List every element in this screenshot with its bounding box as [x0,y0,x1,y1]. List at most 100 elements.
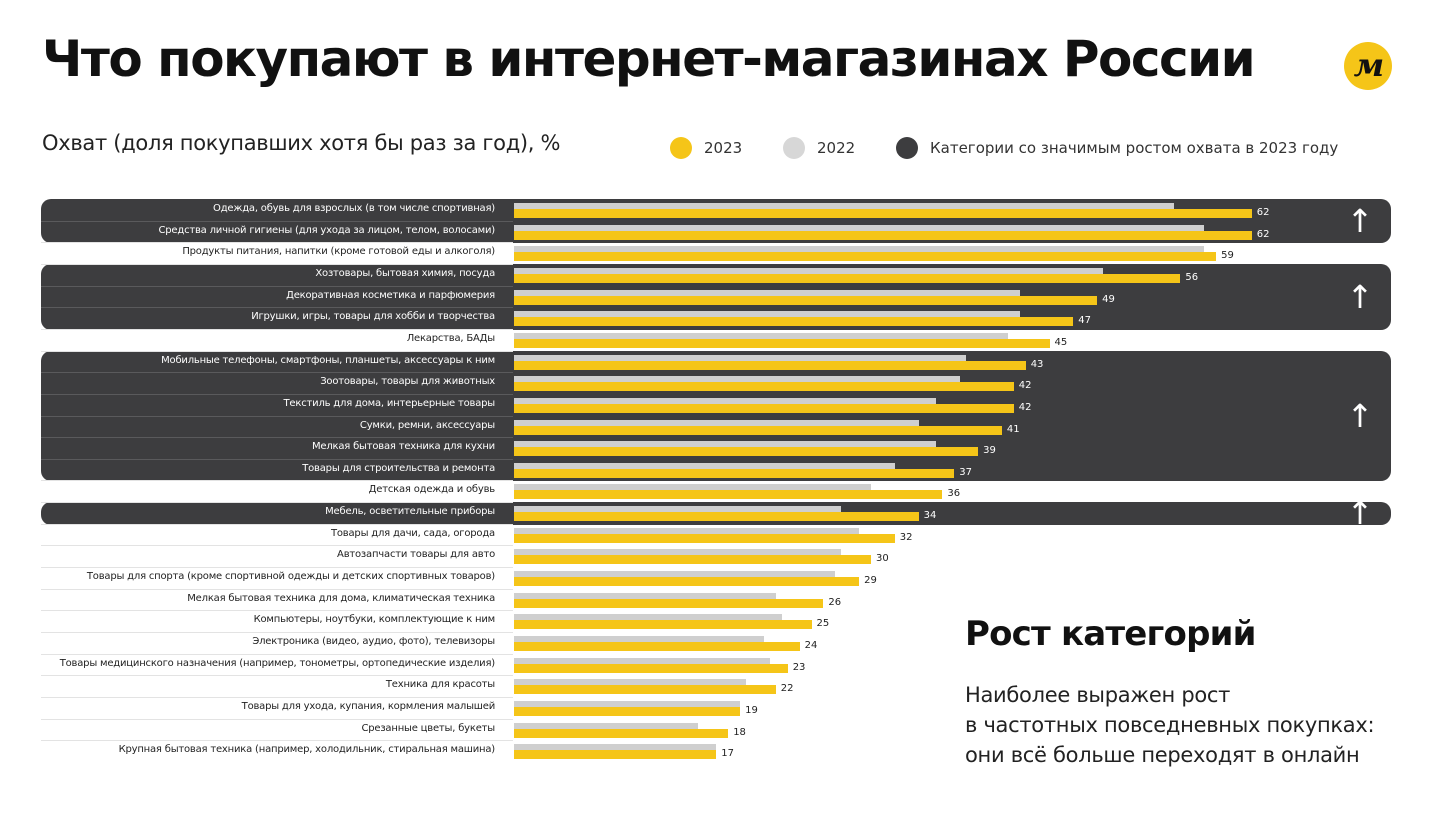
bar-2022 [514,289,1020,299]
bar-2023 [514,447,979,457]
bar-2022 [514,441,937,451]
bar-2022 [514,224,1205,234]
value-label: 32 [899,531,913,543]
bar-2023 [514,403,1014,413]
bar-2022 [514,376,961,386]
bar-2022 [514,527,860,537]
bar-2023 [514,577,860,587]
category-label: Продукты питания, напитки (кроме готовой… [182,246,495,258]
bar-2023 [514,273,1181,283]
value-label: 43 [1030,358,1044,370]
bar-2022 [514,267,1104,277]
bar-2023 [514,663,788,673]
row-divider [41,502,513,504]
value-label: 47 [1078,315,1092,327]
growth-text: Наиболее выражен рост в частотных повсед… [965,680,1435,770]
category-label: Текстиль для дома, интерьерные товары [283,397,496,409]
bar-2022 [514,592,776,602]
bar-2022 [514,203,1175,212]
bar-2023 [514,533,895,543]
category-label: Одежда, обувь для взрослых (в том числе … [213,203,495,214]
bar-2023 [514,468,955,478]
growth-text-line: они всё больше переходят в онлайн [965,743,1360,767]
row-divider [41,393,513,395]
row-divider [41,718,513,720]
bar-2022 [514,744,717,754]
arrow-up-icon: ↑ [1346,397,1374,435]
bar-2022 [514,397,937,407]
row-divider [41,632,513,633]
row-divider [41,610,513,612]
category-label: Хозтовары, бытовая химия, посуда [315,267,495,279]
bar-2022 [514,614,782,624]
bar-2022 [514,332,1008,342]
row-divider [41,242,513,244]
category-label: Игрушки, игры, товары для хобби и творче… [251,311,495,323]
category-label: Лекарства, БАДы [406,332,496,344]
bar-2022 [514,636,764,645]
category-label: Электроника (видео, аудио, фото), телеви… [252,636,495,647]
arrow-up-icon: ↑ [1346,494,1374,533]
value-label: 41 [1006,423,1020,435]
bar-2023 [514,620,812,630]
category-label: Техника для красоты [385,679,495,691]
category-label: Компьютеры, ноутбуки, комплектующие к ни… [253,614,496,626]
value-label: 37 [959,466,973,478]
row-divider [41,480,513,482]
category-label: Сумки, ремни, аксессуары [359,419,495,431]
growth-text-line: Наиболее выражен рост [965,683,1231,707]
value-label: 39 [983,445,996,457]
legend-2022: 2022 [783,136,855,160]
category-label: Зоотовары, товары для животных [320,376,495,388]
value-label: 62 [1256,207,1270,218]
row-divider [41,545,513,547]
bar-2023 [514,360,1026,370]
value-label: 56 [1185,271,1199,283]
value-label: 18 [733,726,746,738]
value-label: 34 [923,510,937,522]
bar-2023 [514,338,1050,348]
page-title: Что покупают в интернет-магазинах России [42,30,1256,88]
bar-2023 [514,750,717,760]
category-label: Мелкая бытовая техника для дома, климати… [187,592,495,604]
legend-dot-2022-icon [783,137,805,159]
growth-text-line: в частотных повседневных покупках: [965,713,1375,737]
bar-2023 [514,642,800,651]
category-label: Товары для ухода, купания, кормления мал… [241,700,496,712]
bar-2022 [514,722,699,732]
bar-2022 [514,571,836,581]
value-label: 26 [828,596,842,608]
row-divider [41,307,513,309]
bar-2023 [514,252,1217,262]
bar-2023 [514,512,919,522]
legend-dot-2023-icon [670,137,692,159]
value-label: 59 [1221,250,1234,262]
bar-2022 [514,679,747,689]
bar-2023 [514,685,776,695]
bar-2022 [514,506,842,516]
row-divider [41,696,513,698]
legend-dot-growth-icon [896,137,918,159]
row-divider [41,372,513,374]
value-label: 17 [721,748,735,760]
bar-2023 [514,230,1252,240]
bar-2023 [514,706,741,716]
arrow-up-icon: ↑ [1346,202,1374,241]
bar-2023 [514,295,1098,305]
bar-2023 [514,209,1252,218]
yandex-market-logo-icon: м [1344,42,1392,90]
row-divider [41,458,513,460]
chart-subtitle: Охват (доля покупавших хотя бы раз за го… [42,131,561,155]
value-label: 23 [792,661,806,673]
row-divider [41,415,513,417]
row-divider [41,263,513,265]
value-label: 62 [1256,228,1270,240]
bar-2023 [514,317,1074,327]
value-label: 42 [1018,401,1032,413]
category-label: Товары медицинского назначения (например… [59,657,495,669]
row-divider [41,567,513,569]
category-label: Средства личной гигиены (для ухода за ли… [158,224,495,236]
value-label: 49 [1102,293,1115,305]
category-label: Срезанные цветы, букеты [361,722,495,734]
category-label: Детская одежда и обувь [368,484,496,496]
